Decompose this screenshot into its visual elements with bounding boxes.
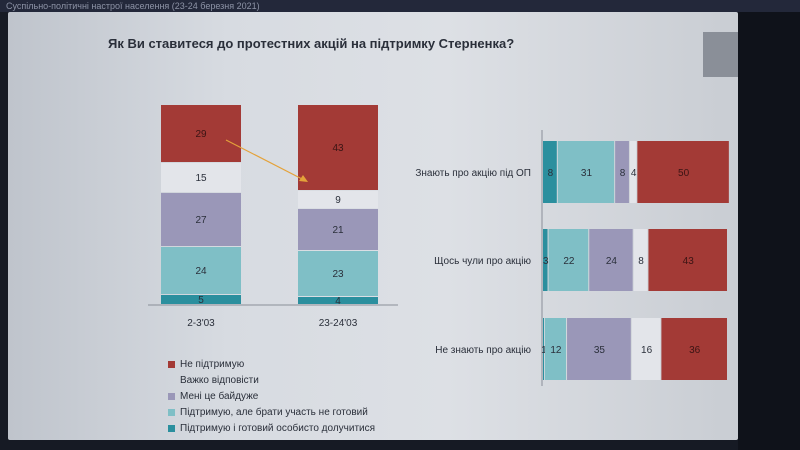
bar-segment (648, 229, 727, 291)
bar-value-label: 1 (541, 345, 547, 356)
bar-value-label: 8 (548, 168, 554, 179)
bar-value-label: 16 (641, 345, 653, 356)
legend-item: Важко відповісти (168, 372, 468, 388)
bar-segment (631, 318, 661, 380)
bar-value-label: 29 (195, 129, 207, 140)
bar-segment (543, 141, 557, 203)
bar-value-label: 8 (638, 256, 644, 267)
background-edge (738, 12, 800, 450)
bar-value-label: 4 (631, 168, 637, 179)
bar-value-label: 43 (683, 256, 695, 267)
y-axis-category-label: Не знають про акцію (435, 345, 531, 356)
bar-value-label: 27 (195, 215, 207, 226)
bar-segment (557, 141, 615, 203)
legend-swatch (168, 377, 175, 384)
legend-label: Не підтримую (180, 358, 245, 370)
legend-label: Важко відповісти (180, 374, 259, 386)
bar-segment (633, 229, 648, 291)
window-header: Суспільно-політичні настрої населення (2… (0, 0, 800, 12)
bar-value-label: 43 (332, 143, 344, 154)
slide-title: Як Ви ставитеся до протестних акцій на п… (108, 36, 515, 51)
bar-segment (298, 191, 378, 208)
bar-segment (161, 193, 241, 246)
bar-value-label: 3 (543, 256, 549, 267)
bar-segment (567, 318, 631, 380)
bar-segment (161, 163, 241, 192)
bar-segment (661, 318, 727, 380)
trend-arrow (225, 139, 308, 182)
bar-value-label: 5 (198, 295, 204, 306)
bar-value-label: 4 (335, 296, 341, 307)
bar-value-label: 21 (332, 225, 344, 236)
legend-swatch (168, 424, 175, 432)
bar-value-label: 22 (563, 256, 575, 267)
brand-logo (703, 32, 738, 77)
bar-segment (161, 247, 241, 294)
bar-segment (298, 105, 378, 190)
bar-value-label: 35 (594, 345, 606, 356)
bar-segment (161, 295, 241, 304)
bar-value-label: 50 (678, 168, 690, 179)
x-axis-tick-label: 23-24'03 (319, 318, 358, 329)
y-axis-category-label: Знають про акцію під ОП (415, 168, 531, 179)
legend-swatch (168, 360, 175, 368)
legend-swatch (168, 392, 175, 400)
legend-label: Підтримую і готовий особисто долучитися (180, 422, 376, 434)
bar-segment (629, 141, 637, 203)
bar-segment (298, 297, 378, 304)
legend-item: Підтримую, але брати участь не готовий (168, 404, 468, 420)
bar-segment (637, 141, 729, 203)
vertical-stacked-bar-chart: 5 24 27 15 29 2-3'03 4 23 21 9 43 23-24'03 (148, 105, 398, 329)
legend-label: Мені це байдуже (180, 390, 259, 402)
bar-segment (544, 318, 567, 380)
slide: Як Ви ставитеся до протестних акцій на п… (8, 12, 738, 440)
bar-segment (298, 251, 378, 296)
legend-item: Мені це байдуже (168, 388, 468, 404)
bar-value-label: 8 (620, 168, 626, 179)
bar-value-label: 31 (581, 168, 593, 179)
bar-value-label: 23 (332, 269, 344, 280)
bar-segment (548, 229, 589, 291)
bar-segment (543, 229, 548, 291)
bar-segment (543, 318, 544, 380)
y-axis-category-label: Щось чули про акцію (434, 256, 531, 267)
legend-label: Підтримую, але брати участь не готовий (180, 406, 368, 418)
legend-swatch (168, 408, 175, 416)
bar-value-label: 36 (689, 345, 701, 356)
bar-value-label: 24 (195, 266, 207, 277)
bar-segment (161, 105, 241, 162)
bar-segment (615, 141, 629, 203)
bar-segment (589, 229, 633, 291)
bar-segment (298, 209, 378, 250)
x-axis-tick-label: 2-3'03 (187, 318, 215, 329)
bar-value-label: 24 (606, 256, 618, 267)
legend-item: Не підтримую (168, 356, 468, 372)
chart-legend: Не підтримую Важко відповісти Мені це байд… (168, 356, 468, 436)
bar-value-label: 9 (335, 195, 341, 206)
bar-value-label: 12 (550, 345, 562, 356)
legend-item: Підтримую і готовий особисто долучитися (168, 420, 468, 436)
bar-value-label: 15 (195, 173, 207, 184)
